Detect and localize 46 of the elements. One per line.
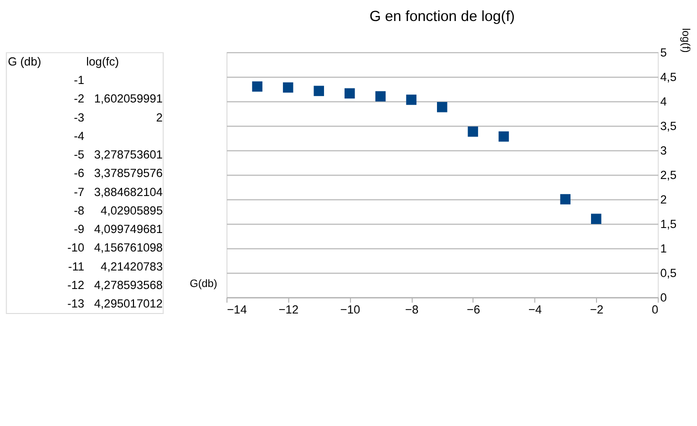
y-tick-label: 1,5 — [660, 218, 678, 232]
text: -11 4,21420783 — [68, 260, 163, 274]
x-tick-label: −4 — [528, 303, 542, 316]
y-axis-title: log(f) — [679, 28, 692, 53]
point — [252, 81, 262, 92]
text: -9 4,099749681 — [74, 223, 163, 236]
y-tick-label: 2,5 — [660, 169, 678, 182]
y-tick-label: 5 — [660, 46, 668, 60]
text: G (db) log(fc) — [8, 55, 119, 68]
text: -10 4,156761098 — [67, 242, 164, 255]
point — [406, 94, 416, 105]
y-tick-label: 3 — [660, 144, 668, 158]
y-tick-label: 1 — [660, 242, 667, 256]
y-tick-label: 3,5 — [660, 120, 678, 134]
text: -2 1,602059991 — [74, 92, 163, 106]
text: -8 4,02905895 — [74, 204, 163, 218]
x-tick-label: −12 — [278, 303, 299, 316]
point — [314, 86, 324, 96]
x-tick-label: −6 — [466, 303, 481, 316]
y-tick-label: 4,5 — [660, 71, 678, 84]
point — [375, 91, 386, 102]
x-tick-label: −8 — [405, 303, 419, 316]
point — [436, 102, 448, 112]
point — [344, 88, 355, 99]
point — [591, 214, 602, 224]
point — [498, 131, 509, 142]
text: -5 3,278753601 — [74, 148, 163, 162]
x-tick-label: −2 — [590, 303, 604, 316]
y-tick-label: 0 — [660, 292, 668, 305]
chart-title: G en fonction de log(f) — [369, 8, 515, 25]
text: -4 — [74, 130, 85, 143]
point — [468, 126, 478, 137]
y-tick-label: 0,5 — [660, 267, 678, 280]
y-tick-label: 2 — [660, 194, 667, 207]
y-tick-label: 4 — [660, 96, 668, 109]
point — [282, 82, 294, 93]
point — [560, 194, 570, 204]
text: -7 3,884682104 — [74, 186, 164, 199]
x-tick-label: −14 — [226, 303, 248, 316]
text: -1 — [74, 74, 84, 88]
text: -6 3,378579576 — [74, 167, 164, 180]
text: -12 4,278593568 — [67, 278, 164, 292]
text: -3 2 — [74, 111, 163, 124]
text: -13 4,295017012 — [67, 298, 163, 311]
x-tick-label: −10 — [340, 303, 361, 316]
x-axis-title: G(db) — [190, 278, 218, 290]
